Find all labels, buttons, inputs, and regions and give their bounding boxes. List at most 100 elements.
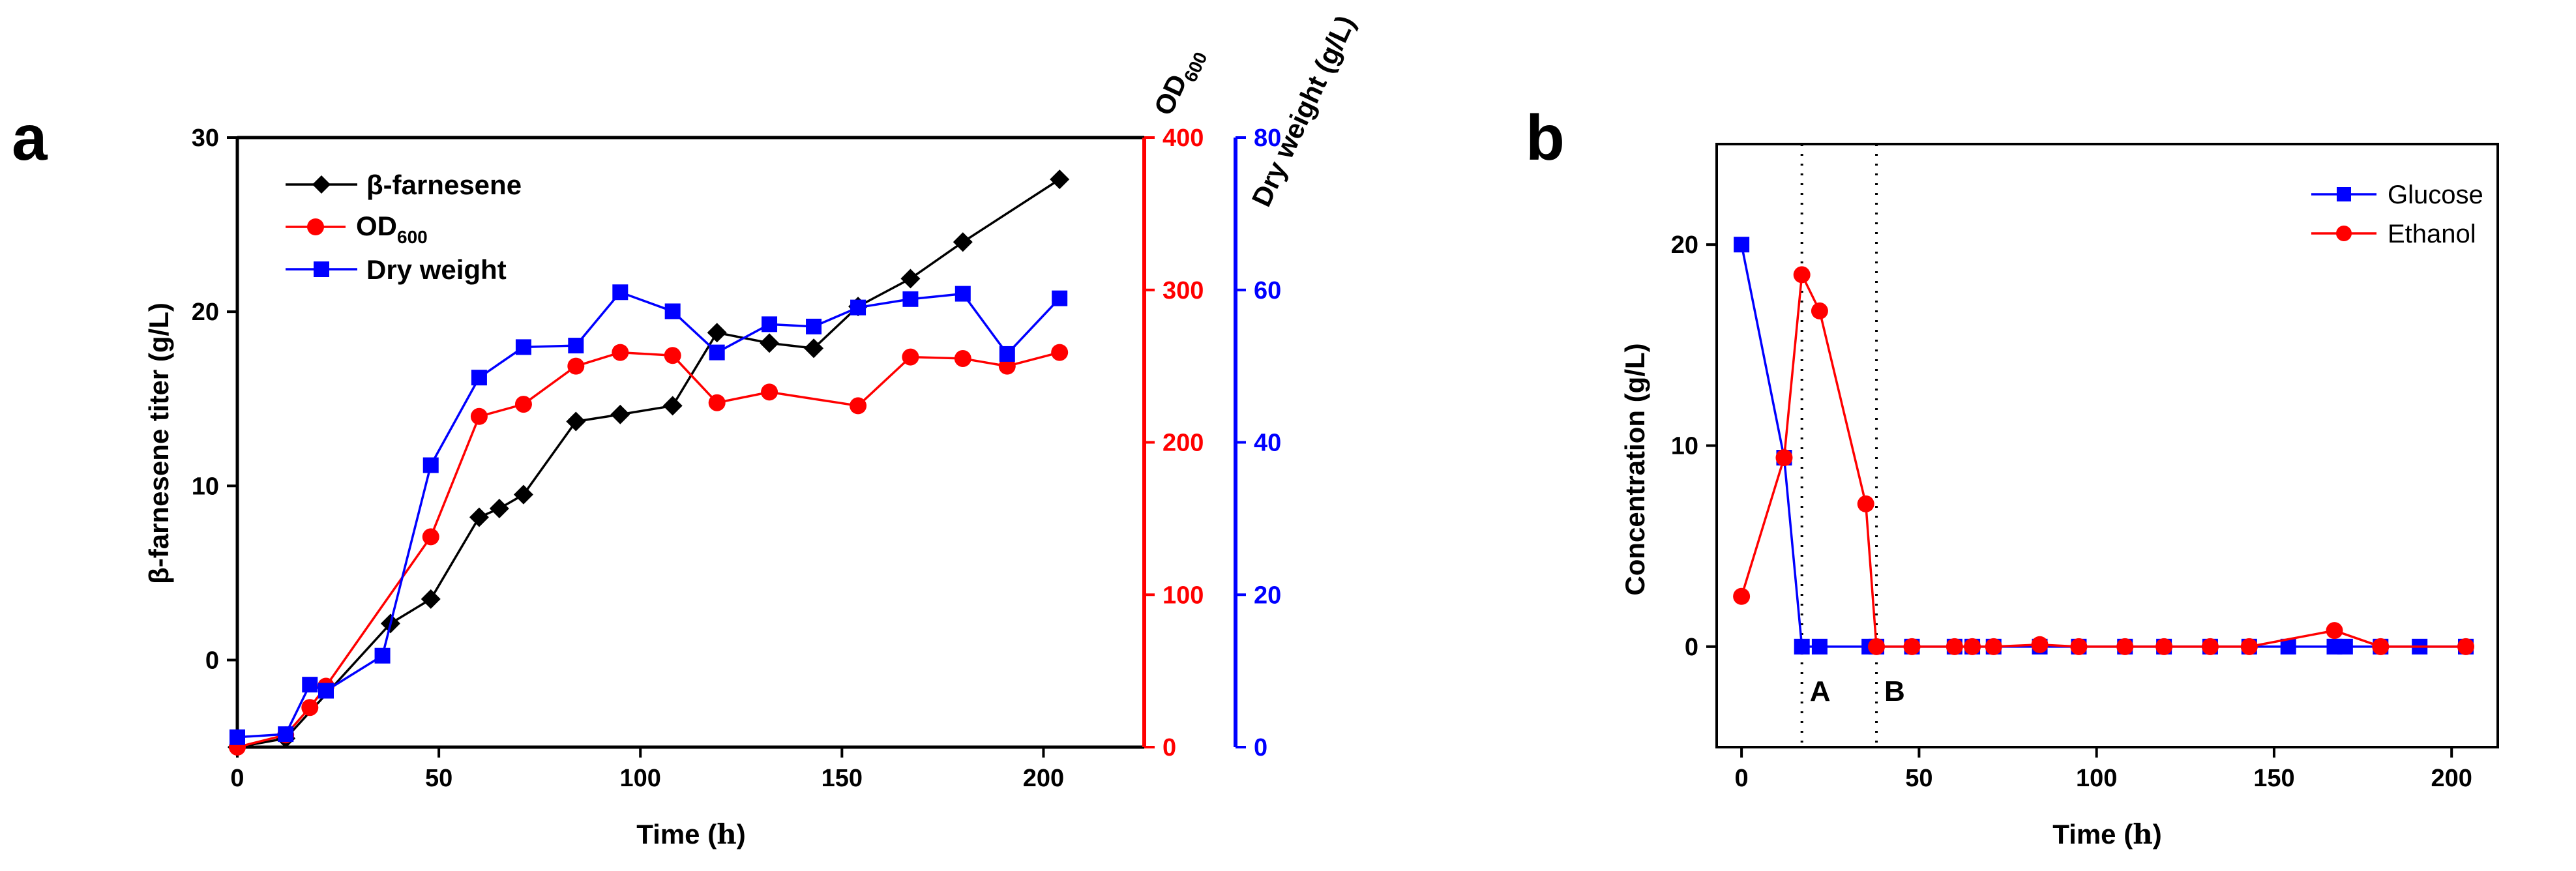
a-x-ticks: 0 50 100 150 200: [230, 747, 1064, 792]
panel-a: a 0 50 100 150 200 0 10 20 30 0 100 200 300 400 0 20…: [12, 10, 1361, 850]
a-series-od600: [229, 344, 1069, 756]
a-od-y-ticks: 0 100 200 300 400: [1144, 125, 1204, 761]
b-glucose-point: [2280, 638, 2296, 655]
a-legend-square-marker: [314, 261, 329, 277]
a-dw-y-tick-label: 20: [1254, 582, 1281, 609]
a-x-tick-label: 100: [620, 765, 661, 792]
a-farnesene-point: [489, 499, 509, 519]
a-dry-weight-point: [302, 677, 318, 693]
b-y-tick-label: 0: [1685, 634, 1698, 661]
a-dry-weight-point: [999, 346, 1015, 362]
a-x-axis-label: Time (h): [636, 818, 745, 850]
a-dry-weight-point: [568, 338, 584, 354]
a-od-y-tick-label: 400: [1162, 125, 1204, 152]
a-x-tick-label: 200: [1023, 765, 1064, 792]
a-legend-diamond-marker: [312, 175, 331, 194]
b-ethanol-line: [1740, 271, 2466, 648]
panel-a-label: a: [12, 102, 48, 173]
b-ethanol-point: [1903, 638, 1921, 655]
a-dw-y-tick-label: 0: [1254, 734, 1267, 761]
b-legend-circle-marker: [2336, 226, 2352, 241]
a-series-farnesene: [228, 170, 1070, 757]
b-x-tick-label: 150: [2253, 765, 2294, 792]
a-od600-point: [612, 344, 629, 361]
a-dry-weight-line: [237, 291, 1061, 739]
a-dry-weight-point: [374, 647, 391, 664]
a-x-tick-label: 0: [230, 765, 244, 792]
b-glucose-point: [2337, 638, 2353, 655]
b-ethanol-point: [1946, 638, 1963, 655]
a-left-y-tick-label: 10: [192, 473, 219, 500]
a-farnesene-point: [707, 323, 727, 343]
b-y-ticks: 0 10 20: [1671, 231, 1717, 661]
a-od600-point: [850, 397, 867, 415]
b-glucose-point: [1794, 638, 1810, 655]
b-legend: Glucose Ethanol: [2311, 181, 2483, 248]
a-farnesene-point: [610, 404, 630, 424]
a-od600-point: [422, 528, 439, 546]
b-ethanol-point: [2201, 638, 2219, 655]
b-ethanol-point: [1793, 266, 1811, 284]
panel-b-label: b: [1526, 102, 1565, 173]
a-dry-weight-point: [850, 299, 866, 316]
b-x-tick-label: 50: [1905, 765, 1932, 792]
a-dry-weight-point: [612, 284, 629, 301]
a-farnesene-point: [804, 338, 824, 359]
a-od600-point: [998, 357, 1016, 375]
a-farnesene-point: [566, 411, 586, 432]
b-glucose-point: [1734, 237, 1750, 253]
b-ethanol-point: [2457, 638, 2474, 655]
a-legend-od600-label: OD600: [356, 211, 428, 247]
a-dry-weight-point: [278, 726, 294, 743]
a-legend: β-farnesene OD600 Dry weight: [286, 170, 522, 285]
b-ethanol-point: [1857, 495, 1874, 512]
b-ethanol-point: [1868, 638, 1886, 655]
a-od-y-axis-label: OD600: [1148, 42, 1211, 123]
b-ethanol-point: [2326, 622, 2343, 640]
b-ethanol-point: [1985, 638, 2002, 655]
b-ethanol-point: [2116, 638, 2134, 655]
b-ethanol-point: [2070, 638, 2088, 655]
a-od-y-tick-label: 200: [1162, 430, 1204, 457]
b-series-ethanol: [1733, 266, 2474, 655]
b-y-tick-label: 10: [1671, 433, 1698, 460]
a-left-y-tick-label: 0: [205, 647, 219, 674]
a-dw-y-axis-label: Dry weight (g/L): [1246, 10, 1361, 211]
b-series-glucose: [1734, 237, 2474, 655]
b-legend-glucose-label: Glucose: [2388, 181, 2483, 209]
a-legend-circle-marker: [307, 218, 324, 235]
b-x-axis-label: Time (h): [2052, 818, 2161, 850]
a-legend-od600: OD600: [286, 211, 428, 247]
a-od600-point: [664, 347, 681, 364]
a-farnesene-point: [953, 232, 973, 252]
b-x-tick-label: 100: [2076, 765, 2117, 792]
a-dry-weight-point: [709, 344, 725, 361]
b-ethanol-point: [1733, 587, 1751, 605]
a-od600-point: [567, 357, 585, 375]
a-x-tick-label: 150: [822, 765, 863, 792]
b-legend-square-marker: [2337, 187, 2351, 201]
a-series-dry-weight: [229, 284, 1068, 745]
a-dw-y-tick-label: 60: [1254, 277, 1281, 304]
a-farnesene-point: [760, 333, 780, 353]
a-od-y-tick-label: 300: [1162, 277, 1204, 304]
a-dry-weight-point: [422, 457, 439, 473]
a-farnesene-point: [469, 507, 489, 527]
b-ethanol-point: [1811, 302, 1828, 319]
b-ethanol-point: [2155, 638, 2173, 655]
b-ethanol-point: [1775, 449, 1793, 466]
a-od600-point: [1051, 344, 1069, 361]
b-legend-ethanol: Ethanol: [2311, 220, 2476, 248]
a-left-y-tick-label: 20: [192, 299, 219, 326]
a-od-y-tick-label: 0: [1162, 734, 1176, 761]
b-glucose-line: [1740, 244, 2466, 648]
b-phase-label: B: [1884, 675, 1905, 707]
a-dry-weight-point: [762, 316, 778, 332]
a-od600-point: [954, 349, 971, 367]
a-dry-weight-point: [229, 729, 245, 745]
a-od600-line: [237, 351, 1060, 748]
a-od600-point: [301, 699, 319, 716]
a-farnesene-point: [1050, 170, 1070, 190]
